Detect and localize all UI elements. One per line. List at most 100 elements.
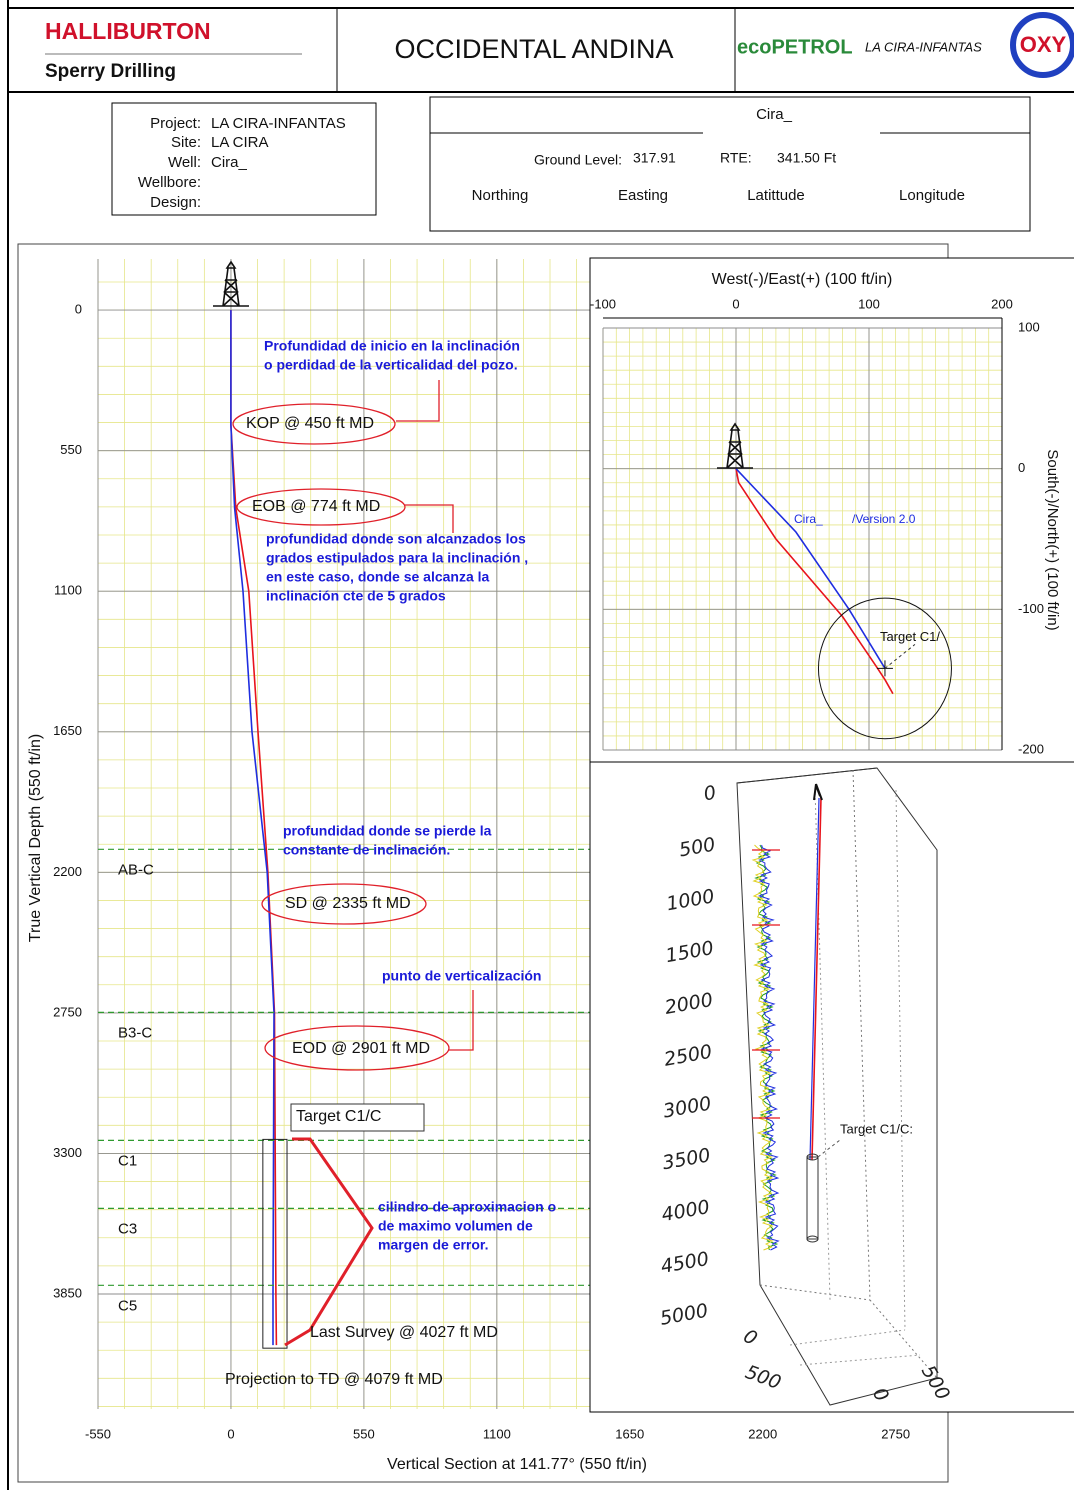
- location-column: Latittude: [747, 187, 805, 204]
- annotation: o perdidad de la verticalidad del pozo.: [264, 357, 518, 373]
- box-grid: [789, 787, 921, 1366]
- operator-logo: OXY: [1020, 32, 1067, 57]
- well-info: Project: Site: Well: Wellbore: Design: L…: [111, 102, 377, 216]
- x-tick-label: 2200: [748, 1426, 777, 1441]
- info-label: Wellbore:: [138, 174, 201, 191]
- annotation: cilindro de aproximacion o: [378, 1199, 556, 1215]
- well-info-frame: [111, 102, 377, 216]
- x-tick-label: 0: [227, 1426, 234, 1441]
- division: Sperry Drilling: [45, 61, 176, 82]
- annotation: profundidad donde son alcanzados los: [266, 531, 526, 547]
- log-curve: [757, 844, 780, 1251]
- location: Cira_ Ground Level: 317.91 RTE: 341.50 F…: [429, 96, 1031, 232]
- formation-label: AB-C: [118, 861, 154, 878]
- target-leader: [884, 644, 916, 669]
- client: OCCIDENTAL ANDINA: [394, 34, 673, 64]
- operator-logo-ring: [1010, 12, 1074, 78]
- view3d-frame: [589, 761, 1074, 1413]
- annotation: constante de inclinación.: [283, 842, 450, 858]
- y-tick-label: 1100: [54, 583, 82, 598]
- target-cylinder: [806, 1156, 819, 1240]
- leader: [448, 990, 474, 1051]
- target-cylinder: [806, 1235, 819, 1243]
- rte: 341.50 Ft: [777, 150, 836, 166]
- series-label: Cira_: [794, 512, 823, 526]
- formation-label: B3-C: [118, 1024, 152, 1041]
- plan-view: West(-)/East(+) (100 ft/in) South(-)/Nor…: [590, 271, 1061, 756]
- info-label: Design:: [150, 194, 201, 211]
- y-tick-label: 2750: [53, 1004, 82, 1019]
- location-column: Easting: [618, 187, 668, 204]
- well-path: [230, 310, 275, 1346]
- marker-ellipse: [236, 488, 406, 526]
- y-tick-label: 0: [1018, 460, 1025, 475]
- y-tick-label: 0: [75, 302, 82, 317]
- location-column: Northing: [472, 187, 529, 204]
- y-tick-label: 1650: [53, 723, 82, 738]
- x-tick-label: 100: [858, 296, 880, 311]
- well-path: [735, 468, 894, 695]
- location-column: Longitude: [899, 187, 965, 204]
- marker-label: Last Survey @ 4027 ft MD: [310, 1324, 498, 1341]
- target-circle: [817, 597, 952, 740]
- marker-label: EOB @ 774 ft MD: [252, 498, 380, 515]
- field: LA CIRA-INFANTAS: [865, 39, 982, 54]
- leader: [404, 504, 454, 533]
- y-tick-label: -100: [1018, 601, 1044, 616]
- x-tick-label: 200: [991, 296, 1013, 311]
- plan-annotations: Cira_ /Version 2.0: [716, 423, 916, 526]
- target-label: Target C1/: [880, 629, 940, 644]
- ground-level-label: Ground Level:: [534, 152, 622, 168]
- log-curve: [751, 844, 774, 1251]
- x-tick-label: 550: [353, 1426, 375, 1441]
- x-tick-label: 0: [732, 296, 739, 311]
- x-tick-label: -550: [85, 1426, 111, 1441]
- info-value: Cira_: [211, 154, 248, 171]
- header-frame: [7, 7, 1074, 93]
- info-label: Well:: [168, 154, 201, 171]
- leader: [396, 380, 440, 422]
- y-tick-label: 550: [60, 442, 82, 457]
- y-tick-label: -200: [1018, 741, 1044, 756]
- formation-label: C1: [118, 1152, 137, 1169]
- annotation: de maximo volumen de: [378, 1218, 533, 1234]
- y-tick-label: 3300: [53, 1145, 82, 1160]
- y-tick-label: 3850: [53, 1285, 82, 1300]
- y-tick-label: 100: [1018, 319, 1040, 334]
- target-leader: [817, 1139, 841, 1158]
- marker-ellipse: [232, 403, 396, 445]
- vertical-section-annotations: True Vertical Depth (550 ft/in) Vertical…: [27, 261, 647, 1473]
- marker-label: Projection to TD @ 4079 ft MD: [225, 1371, 443, 1388]
- formation-label: C3: [118, 1220, 137, 1237]
- x-tick-label: 1650: [615, 1426, 644, 1441]
- annotation: Profundidad de inicio en la inclinación: [264, 338, 520, 354]
- rig-icon-3d: [813, 783, 823, 801]
- y-axis-title: True Vertical Depth (550 ft/in): [27, 734, 44, 942]
- y-tick-label: 2200: [53, 864, 82, 879]
- annotation: inclinación cte de 5 grados: [266, 588, 446, 604]
- depth-tick-label: 0: [702, 782, 718, 806]
- well-3d: [809, 797, 820, 1161]
- marker-label: KOP @ 450 ft MD: [246, 415, 374, 432]
- marker-ellipse: [264, 1025, 450, 1071]
- well-3d: [811, 797, 822, 1161]
- rte-label: RTE:: [720, 150, 752, 166]
- info-label: Project:: [150, 115, 201, 132]
- marker-label: EOD @ 2901 ft MD: [292, 1040, 430, 1057]
- annotation: punto de verticalización: [382, 968, 541, 984]
- company: HALLIBURTON: [45, 18, 211, 44]
- header: HALLIBURTON Sperry Drilling OCCIDENTAL A…: [7, 7, 1074, 93]
- cylinder-bracket: [284, 1137, 374, 1347]
- x-tick-label: 2750: [881, 1426, 910, 1441]
- annotation: en este caso, donde se alcanza la: [266, 569, 490, 585]
- series-label: /Version 2.0: [852, 512, 916, 526]
- annotation: profundidad donde se pierde la: [283, 823, 492, 839]
- partner-logo: ecoPETROL: [737, 36, 853, 58]
- location-well: Cira_: [756, 106, 793, 123]
- well-path: [735, 468, 886, 669]
- box-edge: [736, 767, 878, 784]
- target-cylinder: [262, 1138, 288, 1349]
- box-grid: [759, 769, 938, 1379]
- plan-frame: [589, 257, 1074, 763]
